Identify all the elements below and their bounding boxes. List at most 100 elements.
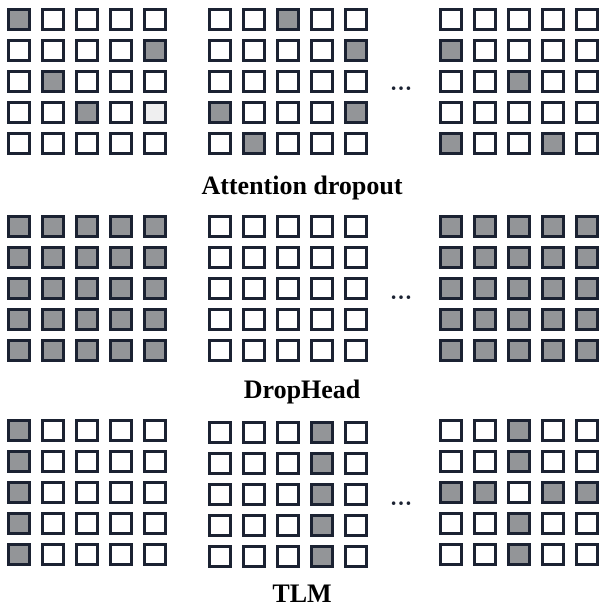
unmasked-cell <box>507 132 531 155</box>
unmasked-cell <box>575 39 599 62</box>
unmasked-cell <box>276 246 300 269</box>
unmasked-cell <box>276 483 300 506</box>
unmasked-cell <box>344 452 368 475</box>
masked-cell <box>7 277 31 300</box>
unmasked-cell <box>143 70 167 93</box>
unmasked-cell <box>541 419 565 442</box>
unmasked-cell <box>41 419 65 442</box>
attention-mask-grid <box>7 215 167 362</box>
masked-cell <box>473 215 497 238</box>
unmasked-cell <box>541 70 565 93</box>
unmasked-cell <box>208 132 232 155</box>
unmasked-cell <box>439 543 463 566</box>
masked-cell <box>75 215 99 238</box>
section-title: DropHead <box>243 375 361 404</box>
unmasked-cell <box>242 215 266 238</box>
masked-cell <box>143 308 167 331</box>
masked-cell <box>41 308 65 331</box>
unmasked-cell <box>276 421 300 444</box>
unmasked-cell <box>242 452 266 475</box>
masked-cell <box>7 308 31 331</box>
unmasked-cell <box>242 545 266 568</box>
masked-cell <box>75 277 99 300</box>
masked-cell <box>575 481 599 504</box>
unmasked-cell <box>143 450 167 473</box>
unmasked-cell <box>575 419 599 442</box>
masked-cell <box>143 339 167 362</box>
unmasked-cell <box>575 512 599 535</box>
unmasked-cell <box>575 450 599 473</box>
masked-cell <box>439 39 463 62</box>
masked-cell <box>507 419 531 442</box>
attention-mask-grid <box>208 8 368 155</box>
section-title: Attention dropout <box>201 171 403 200</box>
masked-cell <box>7 419 31 442</box>
unmasked-cell <box>310 339 334 362</box>
unmasked-cell <box>276 308 300 331</box>
unmasked-cell <box>242 421 266 444</box>
ellipsis: … <box>390 485 413 510</box>
unmasked-cell <box>310 8 334 31</box>
unmasked-cell <box>276 132 300 155</box>
unmasked-cell <box>473 132 497 155</box>
masked-cell <box>143 39 167 62</box>
masked-cell <box>7 215 31 238</box>
unmasked-cell <box>541 39 565 62</box>
masked-cell <box>7 339 31 362</box>
masked-cell <box>507 450 531 473</box>
masked-cell <box>310 514 334 537</box>
unmasked-cell <box>109 450 133 473</box>
unmasked-cell <box>344 132 368 155</box>
unmasked-cell <box>7 101 31 124</box>
unmasked-cell <box>109 8 133 31</box>
unmasked-cell <box>242 339 266 362</box>
unmasked-cell <box>75 8 99 31</box>
masked-cell <box>310 452 334 475</box>
masked-cell <box>439 481 463 504</box>
masked-cell <box>473 339 497 362</box>
unmasked-cell <box>109 101 133 124</box>
unmasked-cell <box>439 70 463 93</box>
masked-cell <box>575 339 599 362</box>
unmasked-cell <box>109 419 133 442</box>
attention-mask-grid <box>439 215 599 362</box>
unmasked-cell <box>208 514 232 537</box>
ellipsis: … <box>390 70 413 95</box>
unmasked-cell <box>344 421 368 444</box>
unmasked-cell <box>276 545 300 568</box>
unmasked-cell <box>143 512 167 535</box>
masked-cell <box>473 246 497 269</box>
masked-cell <box>208 101 232 124</box>
unmasked-cell <box>541 512 565 535</box>
unmasked-cell <box>75 39 99 62</box>
unmasked-cell <box>575 70 599 93</box>
unmasked-cell <box>507 8 531 31</box>
unmasked-cell <box>242 483 266 506</box>
unmasked-cell <box>473 70 497 93</box>
attention-mask-grid <box>439 419 599 566</box>
masked-cell <box>7 512 31 535</box>
unmasked-cell <box>473 419 497 442</box>
unmasked-cell <box>208 246 232 269</box>
unmasked-cell <box>41 481 65 504</box>
unmasked-cell <box>242 308 266 331</box>
masked-cell <box>75 308 99 331</box>
unmasked-cell <box>75 132 99 155</box>
masked-cell <box>439 246 463 269</box>
masked-cell <box>344 101 368 124</box>
unmasked-cell <box>541 450 565 473</box>
unmasked-cell <box>208 545 232 568</box>
unmasked-cell <box>75 450 99 473</box>
masked-cell <box>541 339 565 362</box>
unmasked-cell <box>310 132 334 155</box>
unmasked-cell <box>41 450 65 473</box>
unmasked-cell <box>143 132 167 155</box>
unmasked-cell <box>41 8 65 31</box>
unmasked-cell <box>507 481 531 504</box>
unmasked-cell <box>242 246 266 269</box>
masked-cell <box>41 70 65 93</box>
masked-cell <box>439 308 463 331</box>
masked-cell <box>7 8 31 31</box>
unmasked-cell <box>276 70 300 93</box>
masked-cell <box>7 543 31 566</box>
